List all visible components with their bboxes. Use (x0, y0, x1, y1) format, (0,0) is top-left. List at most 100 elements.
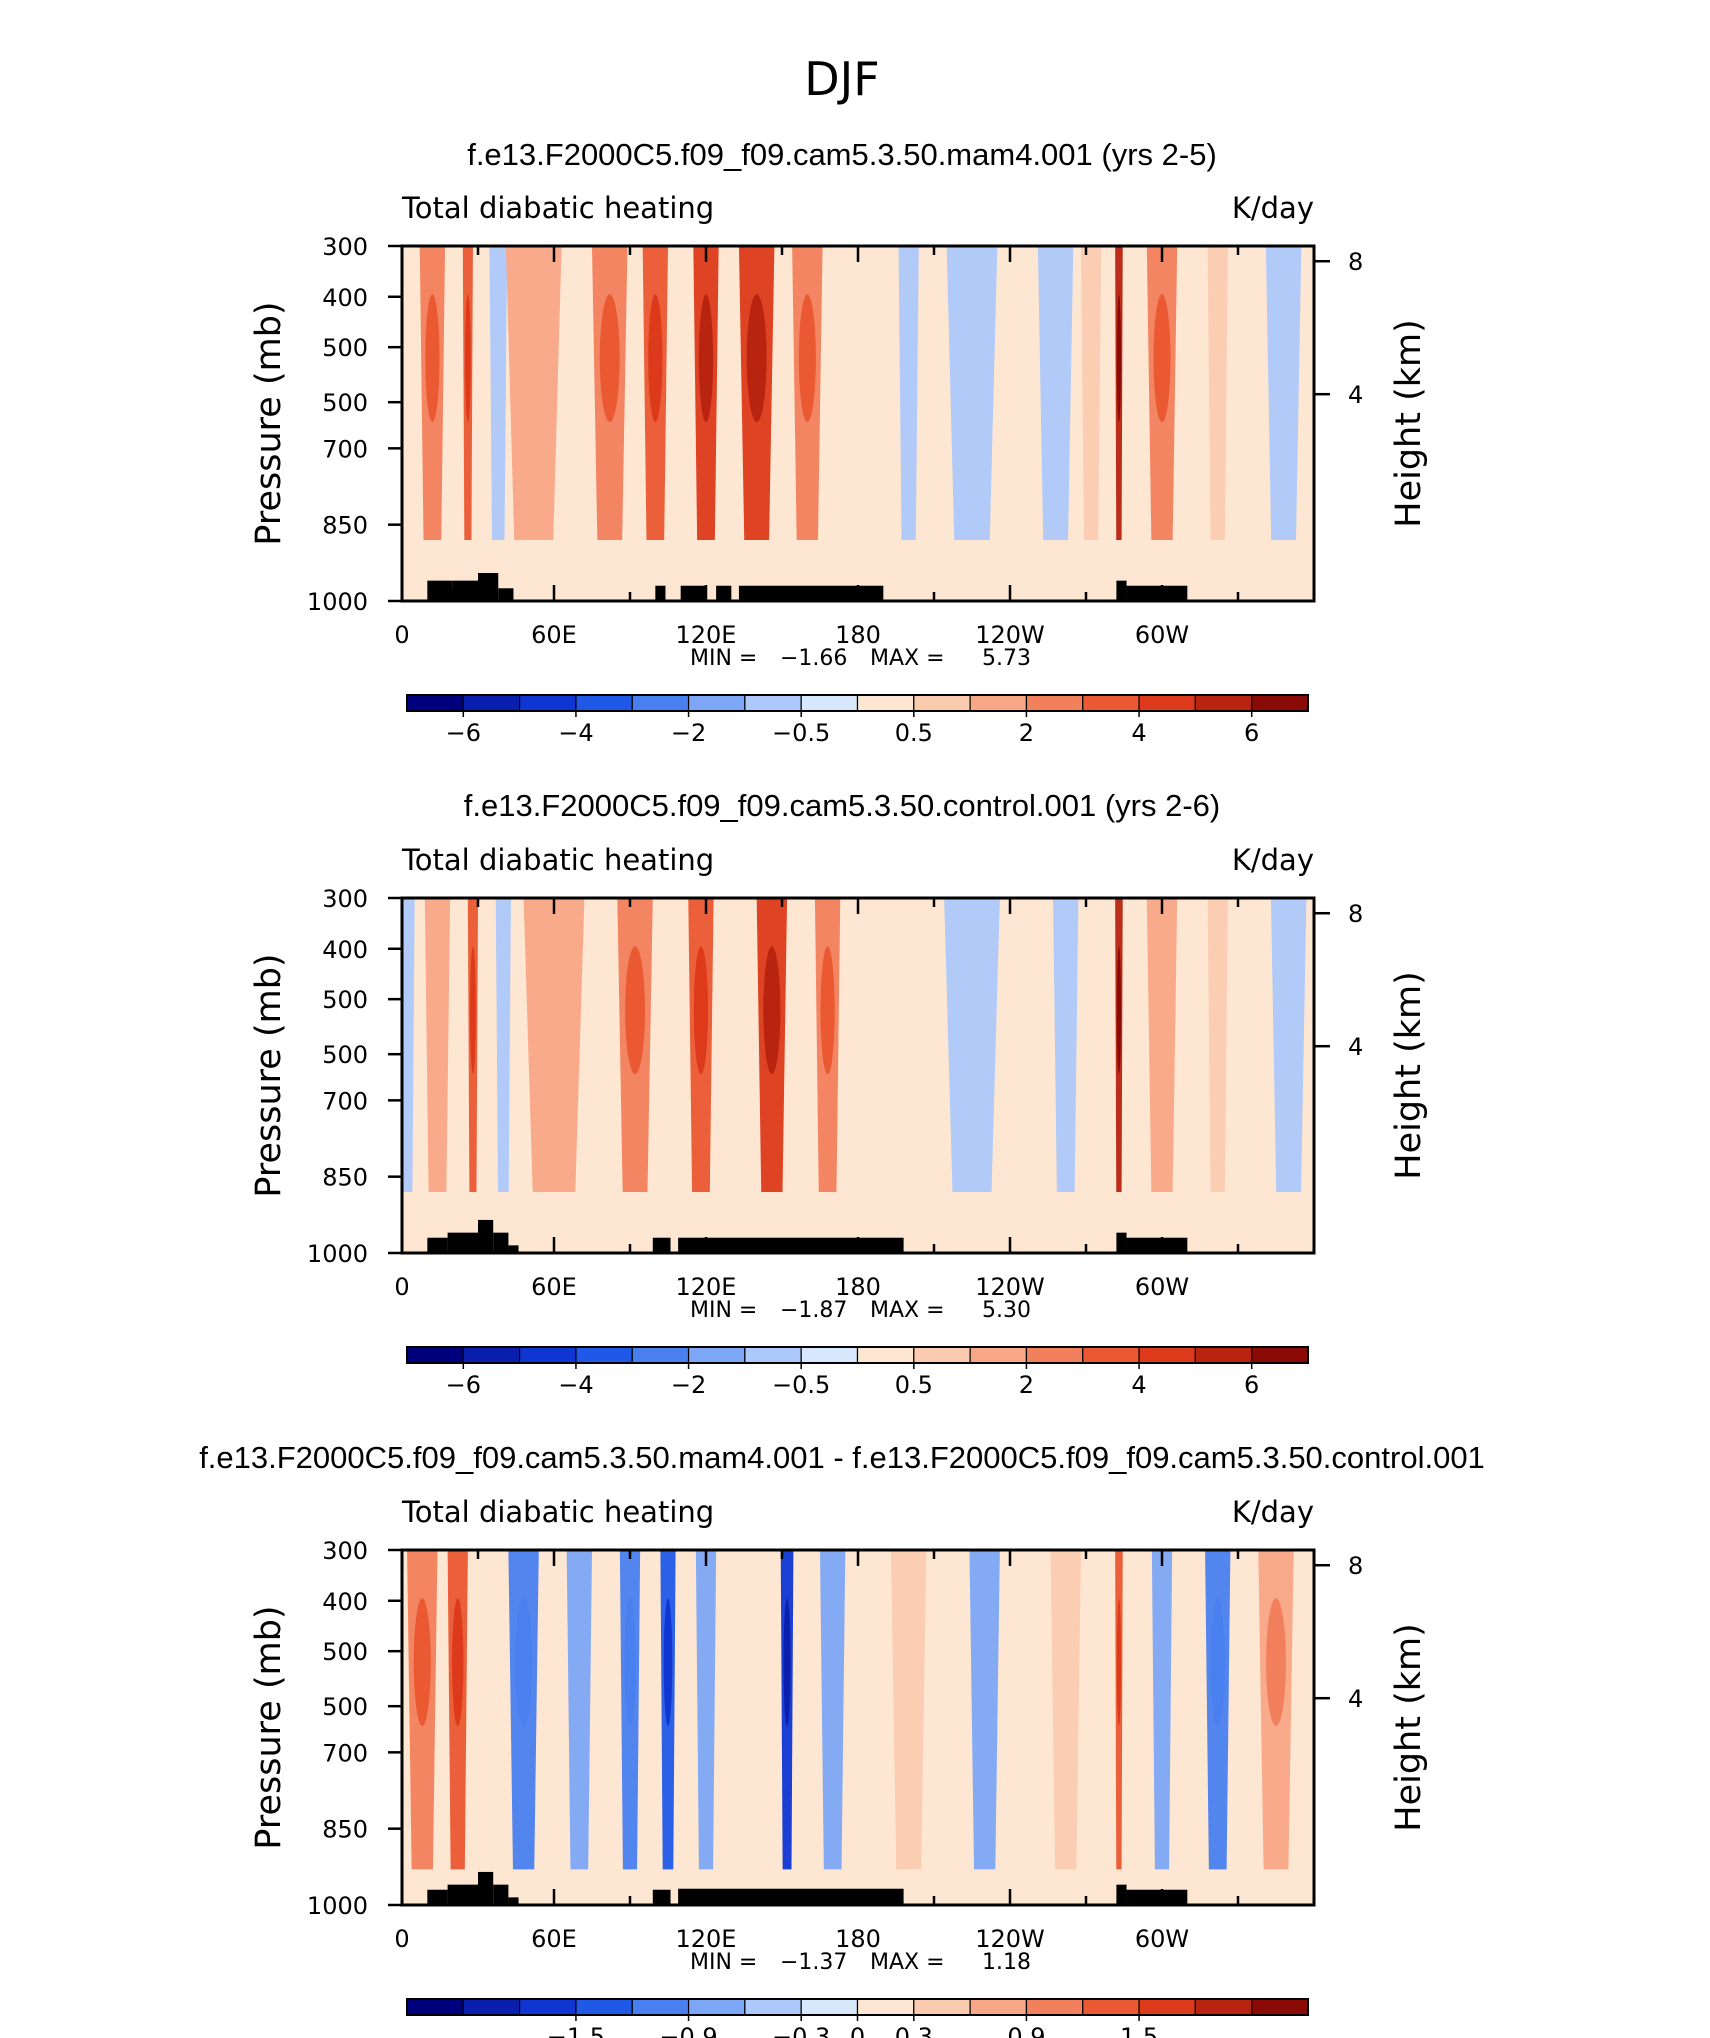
colorbar-swatch (744, 694, 802, 712)
colorbar-swatch (519, 1998, 577, 2016)
field-band (944, 898, 1000, 1192)
colorbar-swatch (631, 694, 690, 712)
colorbar-label: 0.9 (1007, 2023, 1045, 2038)
max-label: MAX = (870, 1950, 945, 1975)
field-core (1116, 946, 1122, 1075)
field-band (1207, 898, 1228, 1192)
topography (508, 1245, 519, 1253)
y-tick-label: 1000 (307, 1892, 368, 1920)
x-tick-label: 0 (394, 621, 409, 649)
panel-title: f.e13.F2000C5.f09_f09.cam5.3.50.mam4.001… (199, 1440, 1485, 1475)
y-right-tick-label: 8 (1348, 248, 1363, 276)
colorbar-swatch (1194, 694, 1253, 712)
field-band (1146, 898, 1178, 1192)
colorbar-label: 6 (1244, 719, 1259, 747)
topography (678, 1888, 904, 1905)
topography (1116, 1232, 1127, 1253)
y-tick-label: 300 (322, 1537, 368, 1565)
plot-background (402, 1550, 1314, 1905)
y-tick-label: 400 (322, 284, 368, 312)
colorbar-swatch (744, 1998, 802, 2016)
colorbar-swatch (1251, 1346, 1309, 1364)
colorbar-swatch (800, 694, 859, 712)
y-right-axis-label: Height (km) (1389, 319, 1429, 528)
field-band (890, 1550, 927, 1870)
x-tick-label: 120W (975, 621, 1045, 649)
colorbar-swatch (1138, 1998, 1196, 2016)
colorbar-label: 2 (1019, 719, 1034, 747)
x-tick-label: 60E (531, 1273, 577, 1301)
min-label: MIN = (690, 646, 757, 671)
y-right-tick-label: 8 (1348, 1552, 1363, 1580)
colorbar-label: 0.3 (895, 2023, 933, 2038)
y-tick-label: 1000 (307, 1240, 368, 1268)
colorbar-swatch (1025, 1998, 1084, 2016)
topography (652, 1889, 671, 1905)
field-band (820, 1550, 846, 1870)
colorbar-swatch (1251, 1998, 1309, 2016)
field-band (523, 898, 585, 1192)
colorbar-label: −6 (446, 719, 481, 747)
colorbar-swatch (856, 1346, 915, 1364)
colorbar-swatch (687, 694, 746, 712)
colorbar-label: −2 (671, 1371, 706, 1399)
min-value: −1.87 (780, 1298, 847, 1323)
topography (452, 580, 478, 601)
colorbar-swatch (575, 1346, 633, 1364)
colorbar-swatch (744, 1346, 802, 1364)
colorbar-label: 2 (1019, 1371, 1034, 1399)
colorbar-swatch (1025, 694, 1084, 712)
topography (1126, 1237, 1188, 1253)
field-core (470, 946, 476, 1075)
colorbar-label: −2 (671, 719, 706, 747)
colorbar-swatch (856, 1998, 915, 2016)
max-value: 1.18 (982, 1950, 1031, 1975)
topography (427, 1237, 448, 1253)
y-right-axis-label: Height (km) (1389, 1623, 1429, 1832)
y-tick-label: 500 (322, 334, 368, 362)
topography (493, 1884, 509, 1905)
colorbar-swatch (1082, 1998, 1140, 2016)
topography (1116, 1884, 1127, 1905)
field-core (648, 294, 663, 423)
field-layer (402, 898, 1307, 1192)
colorbar-swatch (406, 694, 464, 712)
colorbar-label: −0.3 (772, 2023, 830, 2038)
field-band (898, 246, 919, 540)
colorbar-swatch (1251, 694, 1309, 712)
y-right-tick-label: 4 (1348, 381, 1363, 409)
field-band (424, 898, 451, 1192)
field-band (1080, 246, 1102, 540)
field-band (1053, 898, 1079, 1192)
field-band (402, 246, 415, 540)
colorbar-swatch (519, 1346, 577, 1364)
y-tick-label: 700 (322, 1739, 368, 1767)
y-tick-label: 850 (322, 1816, 368, 1844)
max-value: 5.73 (982, 646, 1031, 671)
topography (493, 1232, 509, 1253)
field-core (663, 1598, 673, 1727)
y-tick-label: 500 (322, 986, 368, 1014)
colorbar-label: −0.9 (659, 2023, 717, 2038)
topography (447, 1884, 478, 1905)
field-core (1116, 1598, 1122, 1727)
y-right-tick-label: 8 (1348, 900, 1363, 928)
colorbar-label: −4 (558, 1371, 593, 1399)
colorbar-swatch (631, 1346, 690, 1364)
colorbar-swatch (687, 1346, 746, 1364)
colorbar-label: 1.5 (1120, 2023, 1158, 2038)
subtitle-left: Total diabatic heating (401, 843, 714, 877)
topography (427, 1889, 448, 1905)
colorbar-swatch (631, 1998, 690, 2016)
field-core (820, 946, 835, 1075)
colorbar-label: 4 (1131, 1371, 1146, 1399)
colorbar-swatch (687, 1998, 746, 2016)
x-tick-label: 60W (1135, 1273, 1189, 1301)
topography (498, 588, 514, 601)
field-core (625, 946, 645, 1075)
min-label: MIN = (690, 1950, 757, 1975)
field-core (698, 294, 714, 423)
field-core (783, 1598, 791, 1727)
field-band (1037, 246, 1074, 540)
field-core (624, 1598, 636, 1727)
